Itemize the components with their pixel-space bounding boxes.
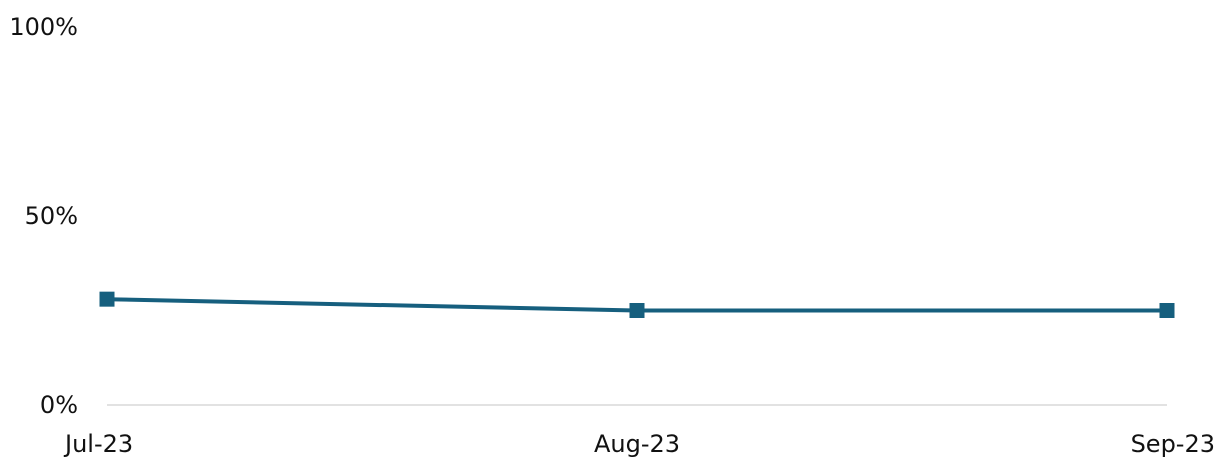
y-tick-label: 50% — [25, 202, 78, 230]
data-point-marker — [629, 303, 645, 318]
x-tick-label: Aug-23 — [594, 430, 680, 458]
data-point-marker — [99, 291, 115, 307]
data-point-marker — [1159, 303, 1175, 318]
y-tick-labels: 0% 50% 100% — [9, 13, 78, 419]
y-tick-label: 0% — [40, 391, 78, 419]
x-tick-label: Jul-23 — [63, 430, 133, 458]
y-tick-label: 100% — [9, 13, 78, 41]
x-tick-label: Sep-23 — [1131, 430, 1215, 458]
series-group — [99, 291, 1175, 318]
x-tick-labels: Jul-23 Aug-23 Sep-23 — [63, 430, 1215, 458]
